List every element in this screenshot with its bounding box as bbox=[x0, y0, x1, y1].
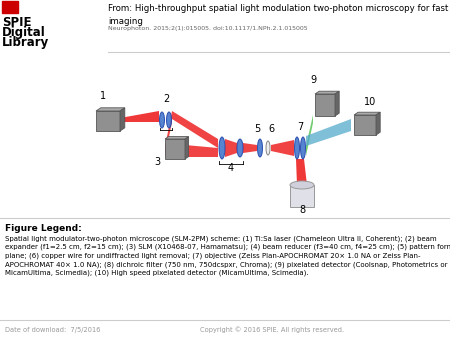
Text: From: High-throughput spatial light modulation two-photon microscopy for fast fu: From: High-throughput spatial light modu… bbox=[108, 4, 450, 25]
Polygon shape bbox=[296, 159, 307, 185]
Polygon shape bbox=[376, 112, 380, 135]
Ellipse shape bbox=[237, 139, 243, 157]
Polygon shape bbox=[120, 111, 159, 122]
Polygon shape bbox=[165, 139, 185, 159]
Text: Figure Legend:: Figure Legend: bbox=[5, 224, 82, 233]
Ellipse shape bbox=[166, 112, 171, 128]
Text: 10: 10 bbox=[364, 97, 376, 107]
Text: 7: 7 bbox=[297, 122, 303, 132]
Polygon shape bbox=[165, 111, 172, 157]
Text: Copyright © 2016 SPIE. All rights reserved.: Copyright © 2016 SPIE. All rights reserv… bbox=[200, 327, 344, 333]
Text: 1: 1 bbox=[100, 91, 106, 101]
Ellipse shape bbox=[266, 141, 270, 155]
Ellipse shape bbox=[290, 181, 314, 189]
Text: 5: 5 bbox=[254, 124, 260, 134]
Ellipse shape bbox=[301, 137, 306, 159]
Text: 4: 4 bbox=[228, 163, 234, 173]
Bar bbox=[2, 1, 18, 13]
Text: 6: 6 bbox=[268, 124, 274, 134]
Text: 3: 3 bbox=[154, 157, 160, 167]
Polygon shape bbox=[271, 140, 294, 156]
Text: 9: 9 bbox=[310, 75, 316, 85]
Ellipse shape bbox=[159, 112, 165, 128]
Text: Library: Library bbox=[2, 36, 49, 49]
Polygon shape bbox=[120, 108, 125, 131]
Polygon shape bbox=[354, 112, 380, 115]
Polygon shape bbox=[315, 91, 339, 94]
Text: Digital: Digital bbox=[2, 26, 46, 39]
Polygon shape bbox=[165, 137, 189, 139]
Polygon shape bbox=[306, 115, 313, 156]
Ellipse shape bbox=[257, 139, 262, 157]
Polygon shape bbox=[96, 108, 125, 111]
Ellipse shape bbox=[219, 137, 225, 159]
Text: SPIE: SPIE bbox=[2, 16, 32, 29]
Polygon shape bbox=[185, 137, 189, 159]
Text: Neurophoton. 2015;2(1):015005. doi:10.1117/1.NPh.2.1.015005: Neurophoton. 2015;2(1):015005. doi:10.11… bbox=[108, 26, 308, 31]
Polygon shape bbox=[335, 91, 339, 116]
Polygon shape bbox=[315, 94, 335, 116]
Text: 2: 2 bbox=[163, 94, 169, 104]
Polygon shape bbox=[185, 145, 218, 157]
Polygon shape bbox=[243, 143, 257, 153]
Polygon shape bbox=[96, 111, 120, 131]
Polygon shape bbox=[225, 139, 237, 157]
Polygon shape bbox=[354, 115, 376, 135]
Text: Spatial light modulator-two-photon microscope (SLM-2PM) scheme: (1) Ti:Sa laser : Spatial light modulator-two-photon micro… bbox=[5, 235, 450, 276]
Text: 8: 8 bbox=[299, 205, 305, 215]
Ellipse shape bbox=[294, 137, 300, 159]
Polygon shape bbox=[172, 111, 218, 148]
Polygon shape bbox=[306, 119, 351, 146]
Text: Date of download:  7/5/2016: Date of download: 7/5/2016 bbox=[5, 327, 100, 333]
FancyBboxPatch shape bbox=[290, 185, 314, 207]
